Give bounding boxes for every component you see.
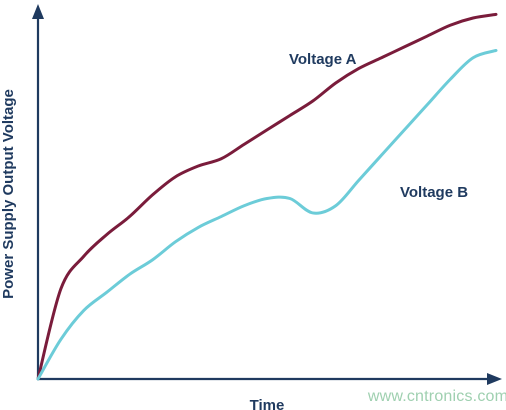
x-axis-title: Time: [250, 397, 285, 410]
series-group: [36, 12, 498, 381]
x-axis-arrow: [487, 373, 502, 385]
watermark-text: www.cntronics.com: [367, 388, 506, 405]
y-axis-arrow: [32, 4, 44, 19]
y-axis-title: Power Supply Output Voltage: [0, 89, 17, 299]
axes-group: [32, 4, 502, 385]
series-line-voltage-a: [36, 12, 498, 381]
series-label-voltage-a: Voltage A: [289, 51, 357, 68]
series-label-voltage-b: Voltage B: [400, 184, 468, 201]
series-line-voltage-b: [36, 48, 498, 381]
